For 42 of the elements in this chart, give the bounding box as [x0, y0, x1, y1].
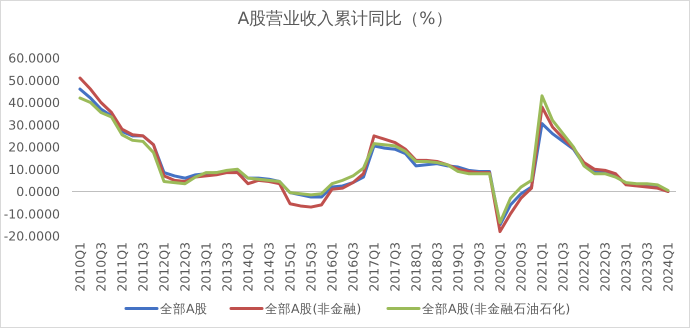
x-tick-label: 2021Q1	[534, 242, 550, 292]
x-tick-label: 2013Q1	[198, 242, 214, 292]
x-tick-label: 2012Q1	[156, 242, 172, 292]
y-tick-label: 0.0000	[16, 184, 60, 199]
y-tick-label: 60.0000	[8, 50, 60, 66]
x-tick-label: 2015Q1	[282, 242, 298, 292]
x-tick-label: 2010Q1	[72, 242, 88, 292]
x-tick-label: 2022Q1	[576, 242, 592, 292]
y-tick-label: 40.0000	[8, 95, 60, 110]
y-tick-label: -10.0000	[4, 206, 60, 222]
legend-label: 全部A股(非金融石油石化)	[422, 301, 570, 316]
x-tick-label: 2014Q1	[240, 242, 256, 292]
x-tick-label: 2012Q3	[178, 242, 192, 292]
x-tick-label: 2024Q1	[660, 242, 676, 292]
x-tick-label: 2014Q3	[262, 242, 276, 292]
x-tick-label: 2011Q1	[114, 242, 130, 292]
legend-label: 全部A股	[160, 301, 208, 316]
x-tick-label: 2015Q3	[304, 242, 318, 292]
x-tick-label: 2013Q3	[220, 242, 234, 292]
x-tick-label: 2023Q3	[640, 242, 654, 292]
y-tick-label: 30.0000	[8, 117, 60, 132]
x-tick-label: 2020Q3	[514, 242, 528, 292]
legend-label: 全部A股(非金融)	[265, 301, 362, 316]
x-tick-label: 2023Q1	[618, 242, 634, 292]
y-tick-label: 50.0000	[8, 72, 60, 88]
x-tick-label: 2011Q3	[136, 242, 150, 292]
y-tick-label: -20.0000	[4, 228, 60, 244]
x-tick-label: 2018Q1	[408, 242, 424, 292]
x-tick-label: 2019Q1	[450, 242, 466, 292]
x-tick-label: 2017Q1	[366, 242, 382, 292]
x-tick-label: 2017Q3	[388, 242, 402, 292]
x-tick-label: 2018Q3	[430, 242, 444, 292]
x-tick-label: 2021Q3	[556, 242, 570, 292]
x-tick-label: 2016Q1	[324, 242, 340, 292]
x-tick-label: 2019Q3	[472, 242, 486, 292]
x-tick-label: 2016Q3	[346, 242, 360, 292]
y-tick-label: 20.0000	[8, 140, 60, 154]
x-tick-label: 2020Q1	[492, 242, 508, 292]
chart-title: A股营业收入累计同比（%）	[238, 9, 452, 29]
y-tick-label: 10.0000	[8, 162, 60, 177]
x-tick-label: 2022Q3	[598, 242, 612, 292]
x-tick-label: 2010Q3	[94, 242, 108, 292]
